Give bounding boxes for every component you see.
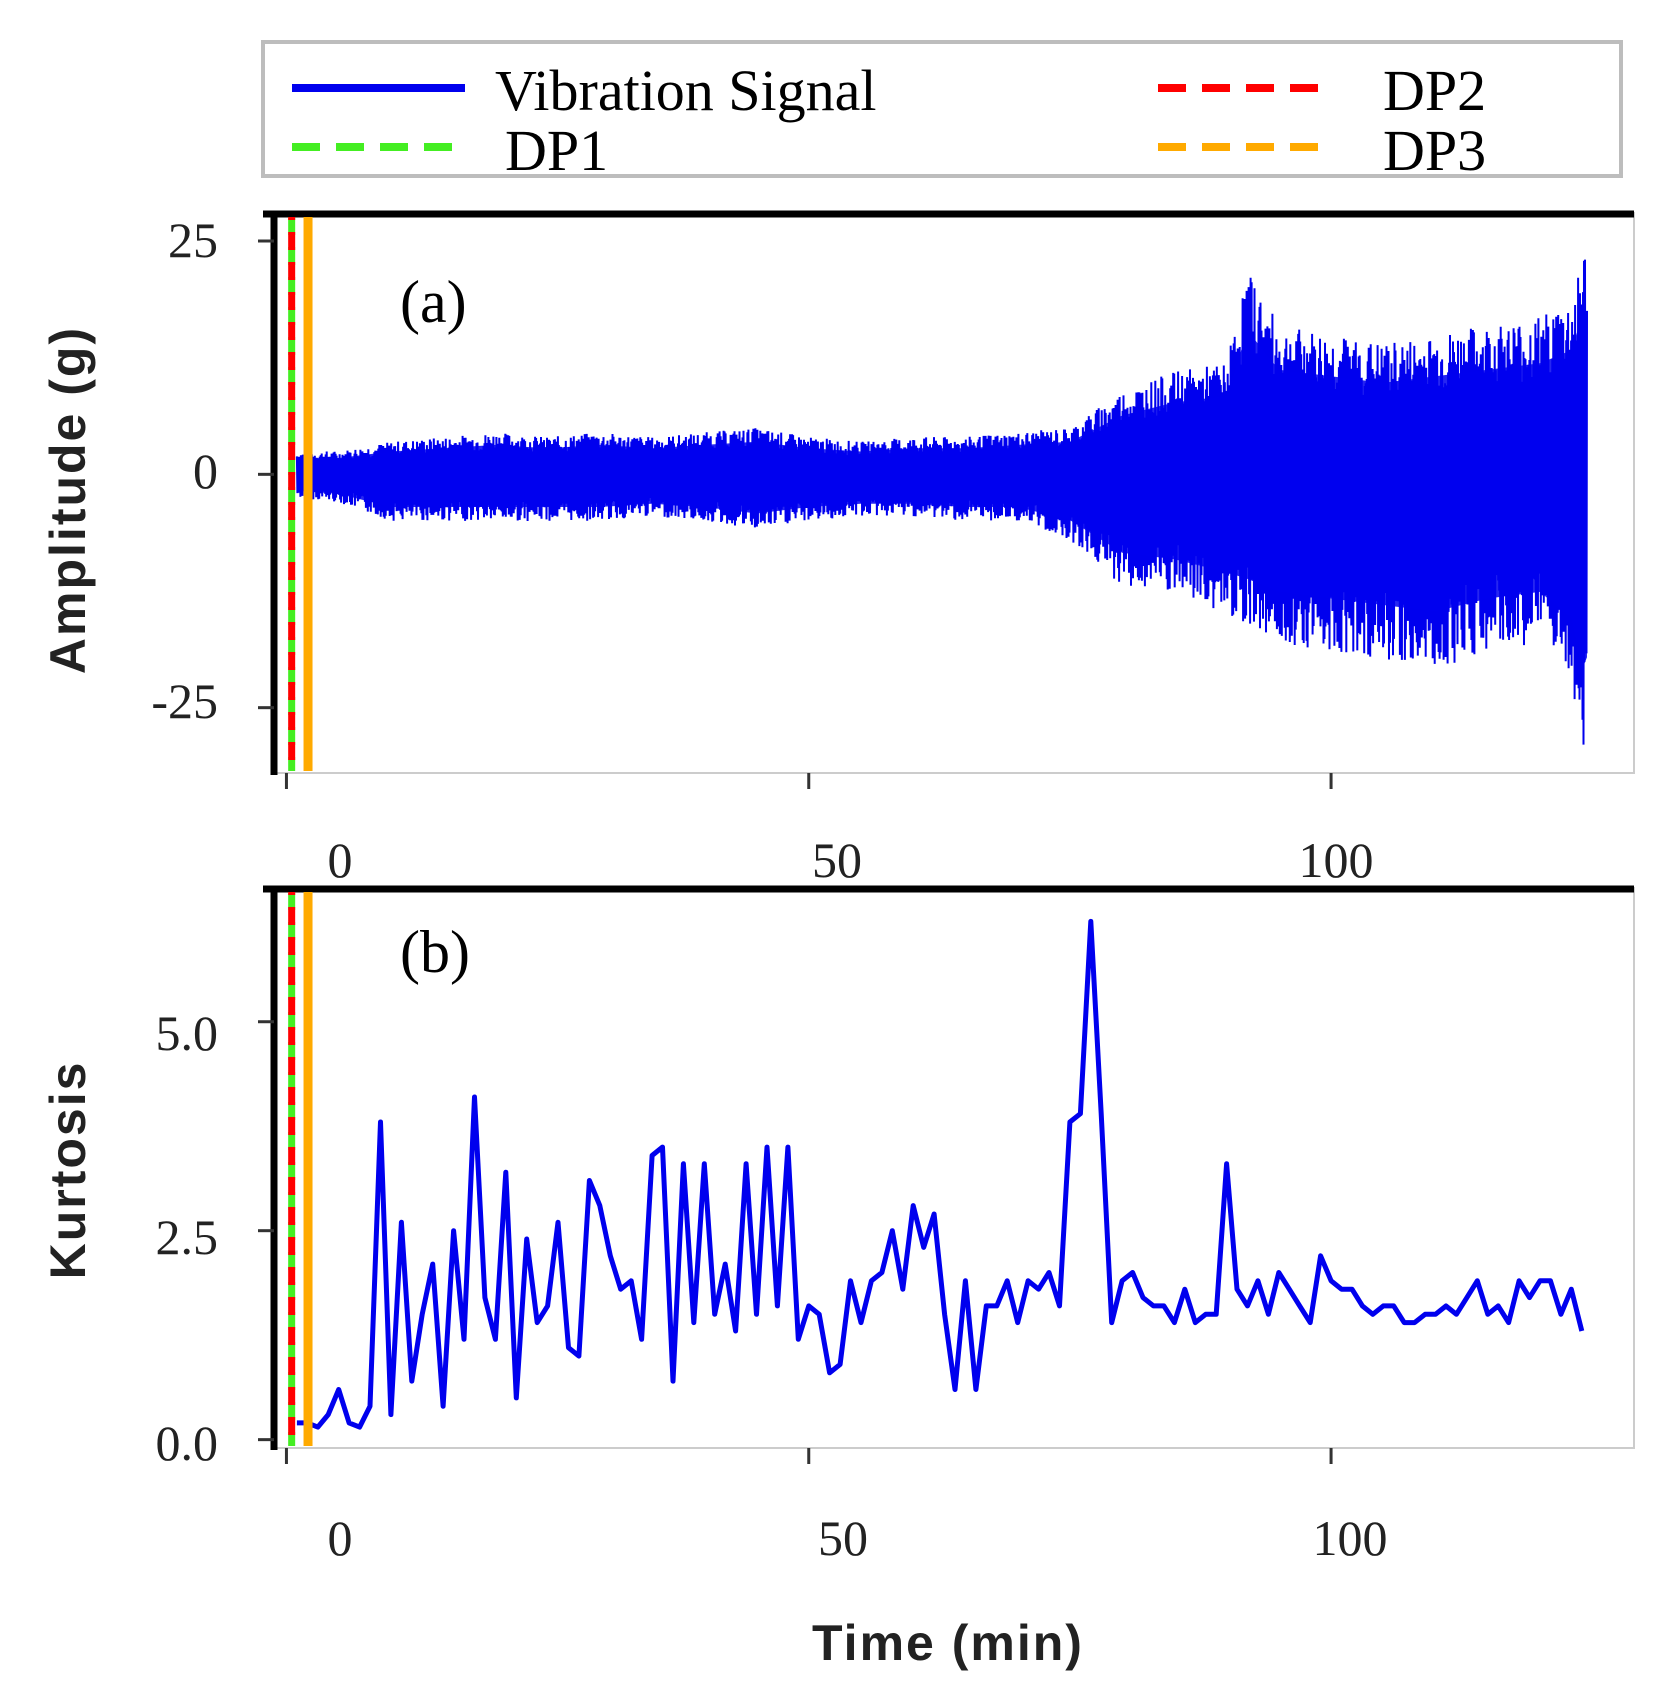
panel-a-ytick-25: 25	[168, 212, 218, 268]
panel-a-ytick-neg25: -25	[151, 673, 218, 729]
panel-b-xtick-100: 100	[1313, 1510, 1388, 1566]
panel-a-xtick-0: 0	[328, 832, 353, 888]
panel-b-label: (b)	[400, 919, 470, 985]
vibration-signal-envelope	[296, 311, 1587, 671]
panel-a-xtick-100: 100	[1299, 832, 1374, 888]
legend-label-vibration: Vibration Signal	[495, 58, 877, 123]
legend: Vibration Signal DP2 DP1 DP3	[261, 40, 1623, 183]
legend-label-dp2: DP2	[1383, 58, 1486, 123]
panel-b-ytick-5: 5.0	[156, 1005, 219, 1061]
legend-box	[261, 40, 1623, 178]
panel-amplitude: (a) 25 0 -25 0 50 100 Amplitude (g)	[40, 210, 1635, 888]
panel-b-ytick-0: 0.0	[156, 1415, 219, 1471]
x-axis-title: Time (min)	[812, 1615, 1084, 1671]
panel-b-xtick-50: 50	[818, 1510, 868, 1566]
panel-b-markers	[288, 892, 313, 1446]
panel-a-ytick-0: 0	[193, 443, 218, 499]
panel-kurtosis: (b) 5.0 2.5 0.0 0 50 100 Kurtosis Time (…	[40, 885, 1635, 1671]
panel-b-xtick-0: 0	[328, 1510, 353, 1566]
panel-b-ylabel: Kurtosis	[40, 1061, 96, 1280]
legend-label-dp3: DP3	[1383, 118, 1486, 183]
panel-a-xtick-50: 50	[812, 832, 862, 888]
panel-b-ticks	[258, 1020, 1333, 1464]
panel-a-label: (a)	[400, 269, 467, 335]
panel-b-ytick-2-5: 2.5	[156, 1209, 219, 1265]
panel-b-frame	[275, 887, 1635, 1449]
panel-a-ylabel: Amplitude (g)	[40, 326, 96, 674]
legend-label-dp1: DP1	[505, 118, 608, 183]
panel-a-ticks	[258, 239, 1333, 789]
kurtosis-series	[296, 918, 1585, 1430]
panel-a-markers	[288, 217, 313, 771]
